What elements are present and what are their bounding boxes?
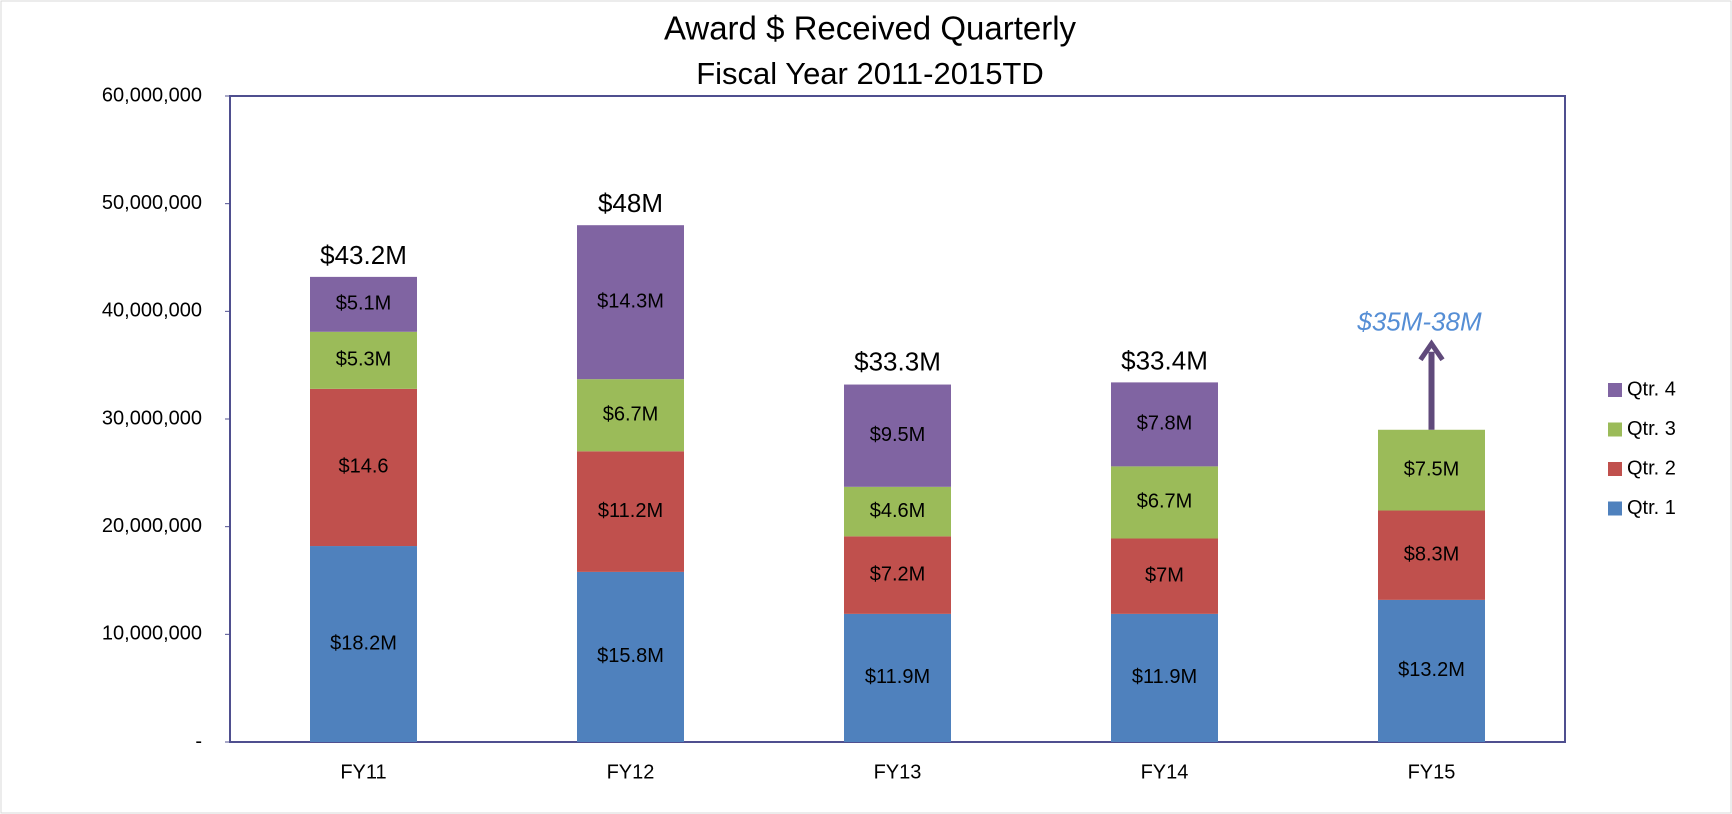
- bar-segment: [310, 388, 417, 547]
- total-label: $33.4M: [1121, 345, 1208, 375]
- y-tick-label: 60,000,000: [102, 84, 202, 106]
- bar-segment: [1378, 510, 1485, 600]
- bar-segment: [310, 546, 417, 742]
- chart-title: Award $ Received Quarterly: [664, 10, 1077, 47]
- total-label: $43.2M: [320, 240, 407, 270]
- data-label: $11.2M: [598, 500, 663, 522]
- bar-segment: [1378, 429, 1485, 511]
- bar-segment: [577, 225, 684, 380]
- x-tick-label: FY12: [607, 761, 655, 783]
- legend-swatch: [1608, 422, 1622, 437]
- legend-swatch: [1608, 501, 1622, 516]
- bar-segment: [577, 571, 684, 742]
- data-label: $13.2M: [1398, 659, 1465, 681]
- legend-label: Qtr. 1: [1627, 497, 1676, 519]
- bar-segment: [1111, 613, 1218, 742]
- data-label: $14.3M: [597, 290, 664, 312]
- legend-label: Qtr. 3: [1627, 418, 1676, 440]
- bar-segment: [1378, 599, 1485, 742]
- data-label: $7.2M: [870, 563, 926, 585]
- annotation-arrowhead: [1418, 339, 1445, 362]
- bar-segment: [1111, 538, 1218, 614]
- legend-swatch: [1608, 383, 1622, 397]
- bar-segment: [1111, 466, 1218, 539]
- data-label: $7M: [1145, 564, 1184, 586]
- annotation: $35M-38M: [1356, 307, 1482, 337]
- data-label: $5.3M: [336, 349, 392, 371]
- y-tick-label: 50,000,000: [102, 192, 202, 214]
- data-label: $9.5M: [870, 424, 926, 446]
- data-label: $18.2M: [330, 632, 397, 654]
- y-tick-label: 30,000,000: [102, 407, 202, 429]
- data-label: $14.6: [338, 456, 388, 478]
- total-label: $48M: [598, 188, 663, 218]
- data-label: $5.1M: [336, 293, 392, 315]
- data-label: $4.6M: [870, 500, 926, 522]
- legend-label: Qtr. 2: [1627, 457, 1676, 479]
- data-label: $11.9M: [1132, 666, 1197, 688]
- bar-segment: [577, 379, 684, 452]
- bar-segment: [577, 451, 684, 572]
- chart-subtitle: Fiscal Year 2011-2015TD: [696, 56, 1044, 91]
- data-label: $7.5M: [1404, 458, 1460, 480]
- legend-label: Qtr. 4: [1627, 378, 1676, 400]
- x-tick-label: FY13: [874, 761, 922, 783]
- bar-segment: [310, 276, 417, 332]
- x-tick-label: FY11: [340, 761, 386, 783]
- data-label: $6.7M: [603, 404, 659, 426]
- bar-segment: [844, 384, 951, 487]
- x-tick-label: FY14: [1141, 761, 1189, 783]
- y-tick-label: 20,000,000: [102, 515, 202, 537]
- bar-segment: [844, 536, 951, 614]
- legend-swatch: [1608, 462, 1622, 476]
- bar-segment: [844, 613, 951, 742]
- y-tick-label: 10,000,000: [102, 623, 202, 645]
- total-label: $33.3M: [854, 346, 941, 376]
- data-label: $8.3M: [1404, 543, 1460, 565]
- x-tick-label: FY15: [1408, 761, 1456, 783]
- data-label: $11.9M: [865, 666, 930, 688]
- data-label: $15.8M: [597, 645, 664, 667]
- y-tick-label: -: [195, 730, 202, 752]
- bar-segment: [310, 331, 417, 389]
- bar-segment: [844, 486, 951, 537]
- bar-segment: [1111, 382, 1218, 467]
- y-tick-label: 40,000,000: [102, 300, 202, 322]
- data-label: $7.8M: [1137, 413, 1193, 435]
- data-label: $6.7M: [1137, 491, 1193, 513]
